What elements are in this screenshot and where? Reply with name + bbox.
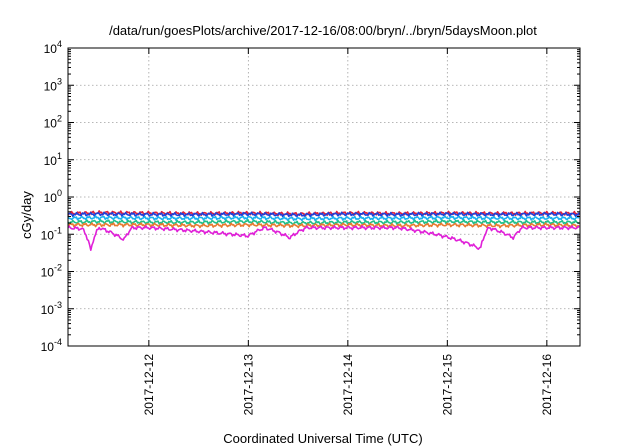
x-axis-label: Coordinated Universal Time (UTC) [223, 431, 422, 446]
x-tick-label: 2017-12-13 [241, 354, 255, 416]
grid [68, 48, 580, 346]
x-tick-label: 2017-12-16 [540, 354, 554, 416]
y-tick-label: 10-3 [41, 300, 62, 317]
y-tick-label: 10-2 [41, 263, 62, 280]
series-line-4 [67, 222, 580, 229]
x-tick-label: 2017-12-15 [440, 354, 454, 416]
x-tick-label: 2017-12-14 [341, 354, 355, 416]
series-layer [67, 210, 580, 251]
y-tick-label: 103 [44, 76, 62, 93]
y-tick-label: 102 [44, 114, 62, 131]
x-axis: 2017-12-12 2017-12-13 2017-12-14 2017-12-15… [142, 48, 554, 415]
y-tick-label: 100 [44, 188, 62, 205]
y-tick-label: 101 [44, 151, 62, 168]
series-line-3 [67, 219, 580, 226]
y-axis-label: cGy/day [19, 191, 34, 239]
series-line-1 [67, 211, 580, 218]
y-axis: 10-4 10-3 10-2 10-1 100 101 102 103 104 [41, 39, 580, 354]
x-tick-label: 2017-12-12 [142, 354, 156, 416]
y-tick-label: 10-4 [41, 337, 62, 354]
chart-title: /data/run/goesPlots/archive/2017-12-16/0… [109, 23, 537, 38]
series-line-2 [67, 215, 580, 222]
series-line-5 [67, 225, 580, 251]
y-tick-label: 10-1 [41, 225, 62, 242]
y-tick-label: 104 [44, 39, 62, 56]
